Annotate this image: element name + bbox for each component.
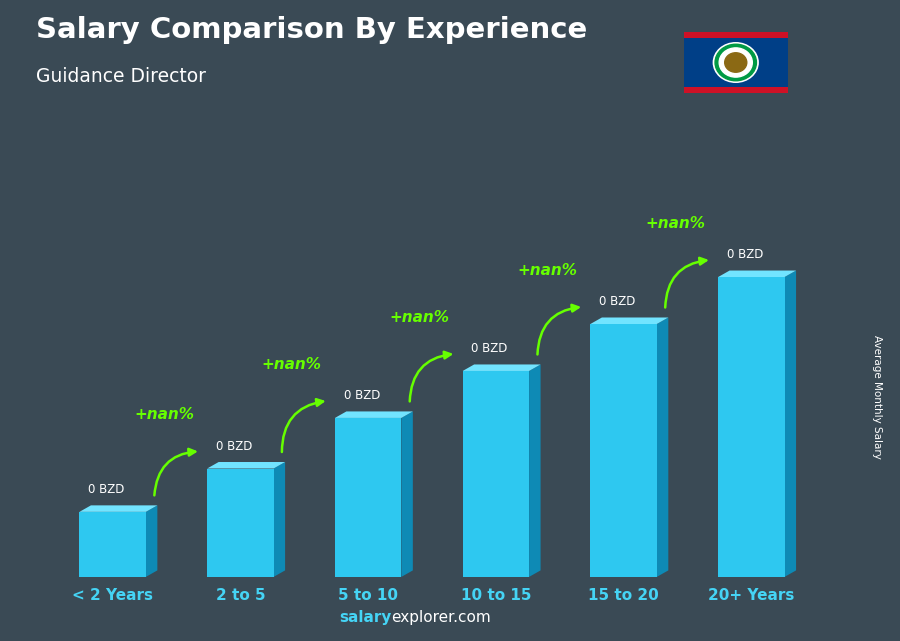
Text: +nan%: +nan% [645, 216, 705, 231]
Polygon shape [463, 371, 529, 577]
Text: 0 BZD: 0 BZD [599, 296, 635, 308]
Bar [684, 38, 788, 87]
Polygon shape [401, 412, 413, 577]
Text: +nan%: +nan% [390, 310, 449, 325]
Text: 0 BZD: 0 BZD [344, 389, 380, 403]
Text: 0 BZD: 0 BZD [216, 440, 252, 453]
Polygon shape [463, 365, 541, 371]
Polygon shape [79, 505, 158, 512]
Polygon shape [590, 317, 669, 324]
Polygon shape [207, 462, 285, 469]
Text: +nan%: +nan% [518, 263, 577, 278]
Polygon shape [657, 317, 669, 577]
Polygon shape [79, 512, 146, 577]
Text: Guidance Director: Guidance Director [36, 67, 206, 87]
Text: salary: salary [339, 610, 392, 625]
Text: +nan%: +nan% [134, 407, 194, 422]
Polygon shape [529, 365, 541, 577]
Text: 0 BZD: 0 BZD [727, 249, 763, 262]
Circle shape [714, 43, 758, 82]
Polygon shape [590, 324, 657, 577]
Polygon shape [146, 505, 158, 577]
Text: +nan%: +nan% [262, 356, 322, 372]
Text: Average Monthly Salary: Average Monthly Salary [872, 335, 883, 460]
Polygon shape [335, 418, 401, 577]
Polygon shape [207, 469, 274, 577]
Text: explorer.com: explorer.com [392, 610, 491, 625]
Polygon shape [785, 271, 796, 577]
Polygon shape [335, 412, 413, 418]
Circle shape [724, 53, 747, 72]
Circle shape [715, 44, 756, 81]
Text: Salary Comparison By Experience: Salary Comparison By Experience [36, 16, 587, 44]
Text: 0 BZD: 0 BZD [88, 483, 124, 496]
Polygon shape [274, 462, 285, 577]
Circle shape [719, 48, 752, 77]
Text: 0 BZD: 0 BZD [472, 342, 508, 355]
Polygon shape [718, 277, 785, 577]
Polygon shape [718, 271, 796, 277]
